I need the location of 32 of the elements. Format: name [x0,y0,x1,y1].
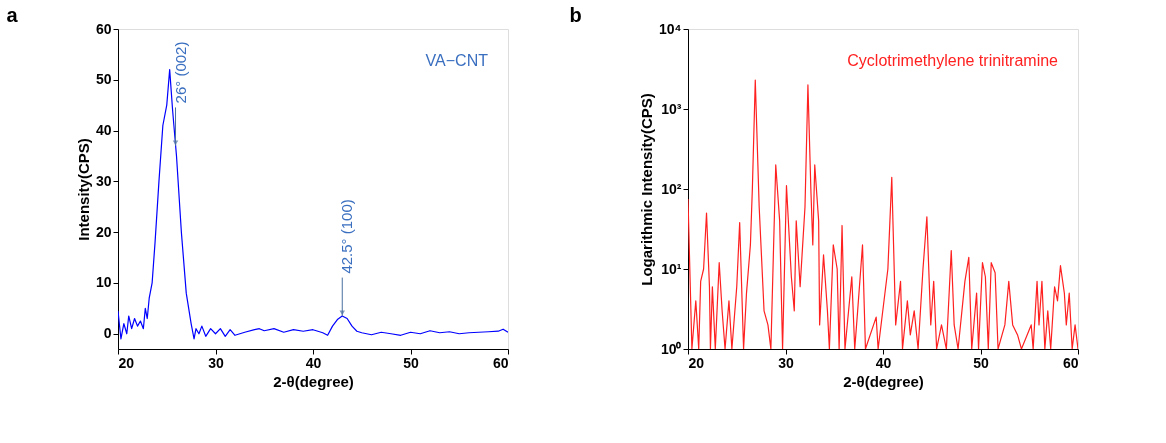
y-tick-label: 10 [95,274,112,291]
y-tick-label: 50 [95,71,112,88]
text: Cyclotrimethylene trinitramine [847,52,1059,69]
y-tick-label: 30 [95,172,112,189]
x-tick-label: 60 [1062,354,1079,371]
annotation: 26° (002) [171,41,189,104]
x-axis-title: 2-θ(degree) [843,372,924,390]
x-tick-label: 50 [973,354,989,371]
y-axis-title: Intensity(CPS) [74,138,92,241]
x-tick-label: 60 [492,354,509,371]
x-axis-title: 2-θ(degree) [273,372,354,390]
y-tick-label: 10¹ [661,260,682,277]
x-tick-label: 40 [305,354,322,371]
y-tick-label: 60 [95,20,112,37]
y-tick-label: 10⁰ [660,340,682,357]
annotation: 42.5° (100) [338,199,356,274]
chart-title: b [569,4,582,26]
y-tick-label: 10² [661,180,682,197]
x-tick-label: 20 [688,354,705,371]
y-tick-label: 10⁴ [659,20,682,37]
x-tick-label: 30 [778,354,794,371]
y-tick-label: 10³ [661,100,682,117]
x-tick-label: 20 [118,354,135,371]
y-tick-label: 0 [103,325,112,342]
chart-title: a [6,4,19,26]
x-tick-label: 40 [875,354,892,371]
x-tick-label: 30 [208,354,224,371]
y-tick-label: 20 [95,223,112,240]
y-tick-label: 40 [95,122,112,139]
y-axis-title: Logarithmic Intensity(CPS) [638,93,655,286]
x-tick-label: 50 [403,354,419,371]
text: VA−CNT [425,52,489,69]
